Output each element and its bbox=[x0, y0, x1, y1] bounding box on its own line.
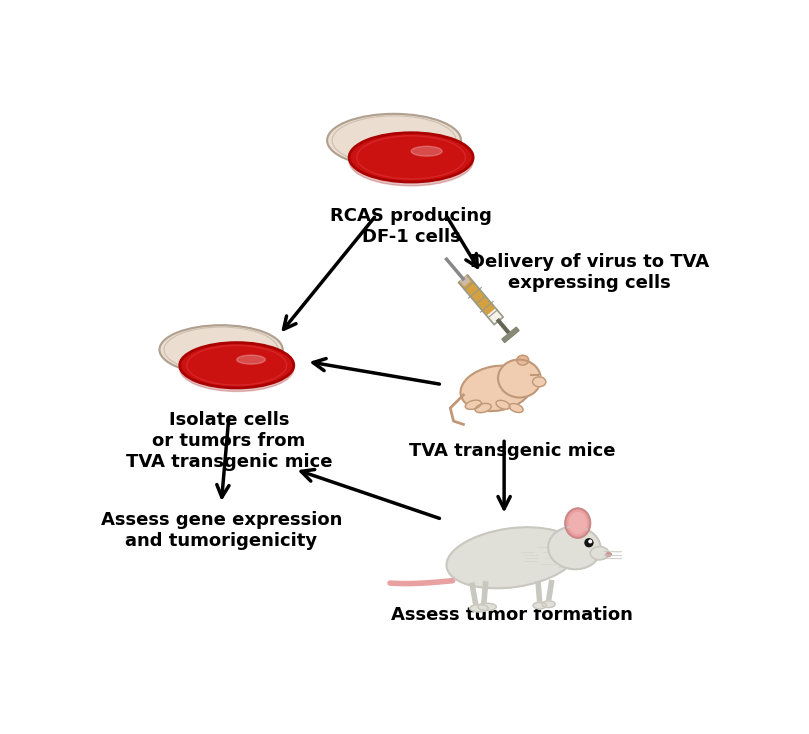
Ellipse shape bbox=[532, 377, 546, 387]
Polygon shape bbox=[460, 277, 469, 286]
Circle shape bbox=[589, 540, 591, 542]
Ellipse shape bbox=[533, 603, 546, 608]
Text: Delivery of virus to TVA
expressing cells: Delivery of virus to TVA expressing cell… bbox=[470, 253, 709, 292]
Ellipse shape bbox=[549, 527, 601, 570]
Ellipse shape bbox=[570, 512, 587, 534]
Ellipse shape bbox=[606, 553, 612, 556]
Ellipse shape bbox=[478, 603, 496, 611]
Ellipse shape bbox=[447, 527, 578, 589]
Ellipse shape bbox=[349, 137, 473, 186]
Polygon shape bbox=[460, 276, 494, 315]
Ellipse shape bbox=[180, 343, 294, 388]
Ellipse shape bbox=[327, 114, 461, 167]
Text: TVA transgenic mice: TVA transgenic mice bbox=[409, 443, 615, 460]
Ellipse shape bbox=[349, 133, 473, 182]
Text: Assess tumor formation: Assess tumor formation bbox=[391, 606, 633, 623]
Ellipse shape bbox=[411, 146, 443, 156]
Ellipse shape bbox=[460, 366, 532, 411]
Polygon shape bbox=[502, 327, 519, 343]
Text: Assess gene expression
and tumorigenicity: Assess gene expression and tumorigenicit… bbox=[100, 512, 342, 550]
Text: Isolate cells
or tumors from
TVA transgenic mice: Isolate cells or tumors from TVA transge… bbox=[125, 412, 332, 471]
Text: RCAS producing
DF-1 cells: RCAS producing DF-1 cells bbox=[330, 208, 492, 246]
Ellipse shape bbox=[470, 605, 489, 611]
Circle shape bbox=[585, 539, 593, 547]
Ellipse shape bbox=[591, 547, 608, 560]
Ellipse shape bbox=[509, 404, 523, 413]
Ellipse shape bbox=[517, 355, 528, 365]
Ellipse shape bbox=[498, 360, 541, 398]
Ellipse shape bbox=[465, 400, 481, 410]
Ellipse shape bbox=[237, 355, 265, 364]
Ellipse shape bbox=[180, 346, 294, 391]
Ellipse shape bbox=[159, 325, 282, 374]
Polygon shape bbox=[459, 275, 503, 324]
Ellipse shape bbox=[475, 404, 491, 413]
Ellipse shape bbox=[496, 400, 510, 409]
Ellipse shape bbox=[565, 509, 591, 538]
Ellipse shape bbox=[542, 601, 555, 608]
